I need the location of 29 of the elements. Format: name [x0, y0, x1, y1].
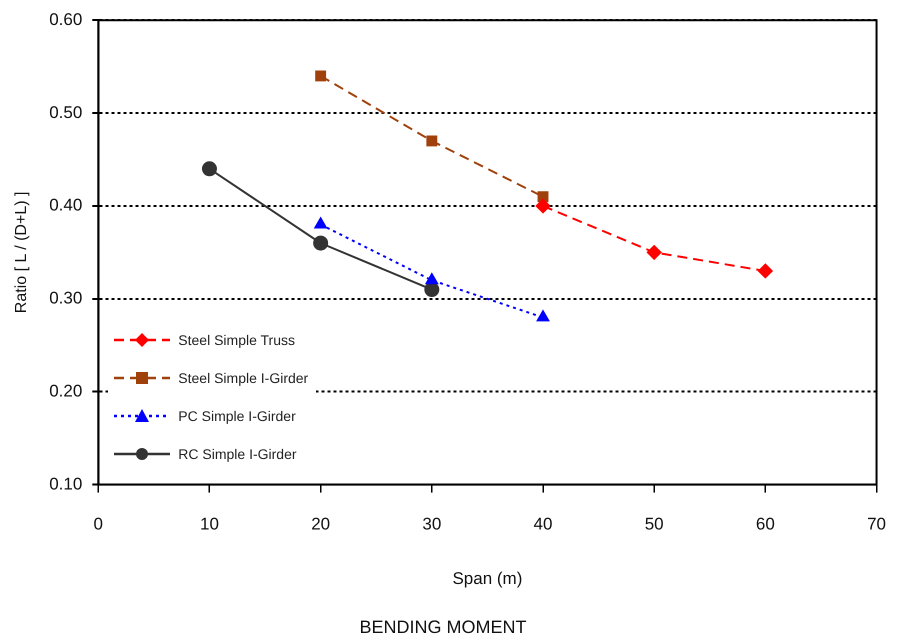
- x-tick-label: 0: [94, 514, 104, 534]
- x-tick-label: 10: [200, 514, 219, 534]
- point: [646, 244, 662, 260]
- y-tick-label: 0.30: [49, 288, 82, 308]
- point: [426, 135, 438, 146]
- x-tick-label: 60: [756, 514, 775, 534]
- point: [758, 263, 773, 278]
- point: [536, 198, 551, 214]
- y-tick-label: 0.50: [49, 102, 82, 122]
- point: [315, 70, 326, 82]
- x-tick-label: 20: [311, 514, 330, 534]
- point: [314, 217, 328, 229]
- y-axis-title: Ratio [ L / (D+L) ]: [13, 192, 30, 314]
- y-tick-label: 0.20: [49, 381, 82, 400]
- text: BENDING MOMENT: [359, 617, 527, 638]
- y-tick-label: 0.10: [49, 474, 82, 494]
- legend-label: RC Simple I-Girder: [178, 446, 297, 462]
- x-axis-title: Span (m): [452, 568, 522, 588]
- x-tick-label: 50: [644, 514, 664, 534]
- legend-label: PC Simple I-Girder: [178, 408, 296, 424]
- legend-label: Steel Simple Truss: [178, 332, 295, 348]
- x-tick-label: 40: [534, 514, 552, 534]
- point: [313, 236, 328, 251]
- legend-label: Steel Simple I-Girder: [178, 370, 308, 386]
- x-tick-label: 70: [867, 514, 886, 534]
- point: [202, 161, 217, 176]
- y-tick-label: 0.40: [49, 196, 82, 215]
- y-tick-label: 0.60: [49, 10, 82, 29]
- x-tick-label: 30: [422, 514, 442, 534]
